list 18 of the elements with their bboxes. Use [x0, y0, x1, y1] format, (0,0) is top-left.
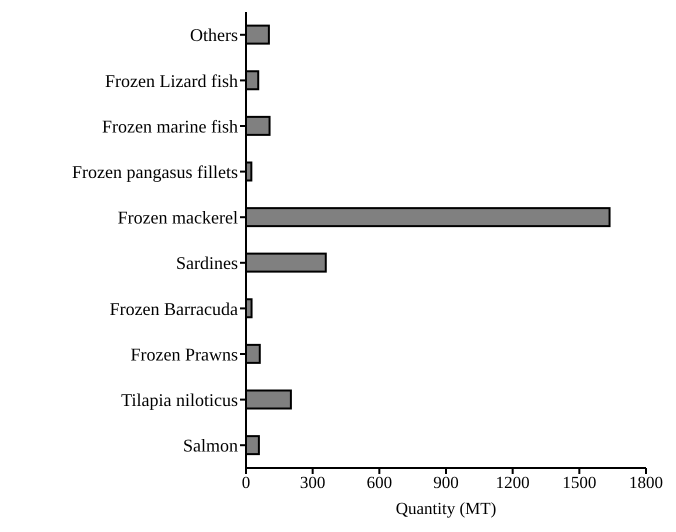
y-tick-label: Frozen pangasus fillets	[72, 162, 238, 182]
x-tick-label: 1500	[562, 473, 596, 492]
y-tick-label: Frozen Lizard fish	[105, 70, 238, 91]
y-tick-label: Frozen Prawns	[130, 344, 238, 364]
x-tick-label: 300	[300, 473, 326, 492]
x-tick-label: 900	[433, 473, 459, 492]
y-tick-label: Others	[190, 25, 238, 46]
x-tick-label: 0	[242, 473, 250, 492]
x-tick-label: 1200	[496, 473, 530, 492]
y-tick-label: Frozen mackerel	[118, 208, 238, 228]
x-axis-title: Quantity (MT)	[396, 499, 496, 518]
y-tick-label: Frozen marine fish	[102, 116, 238, 136]
y-tick-label: Salmon	[182, 436, 238, 456]
y-tick-label: Frozen Barracuda	[110, 298, 238, 319]
y-tick-label: Sardines	[176, 253, 238, 274]
x-tick-label: 1800	[629, 473, 663, 492]
x-tick-label: 600	[366, 473, 392, 492]
y-tick-label: Tilapia niloticus	[121, 390, 238, 410]
